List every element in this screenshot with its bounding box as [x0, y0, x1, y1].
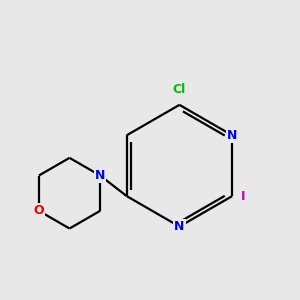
Text: N: N — [95, 169, 105, 182]
Text: Cl: Cl — [173, 83, 186, 96]
Text: O: O — [34, 204, 44, 218]
Text: N: N — [174, 220, 184, 233]
Text: I: I — [241, 190, 245, 202]
Text: N: N — [227, 129, 237, 142]
